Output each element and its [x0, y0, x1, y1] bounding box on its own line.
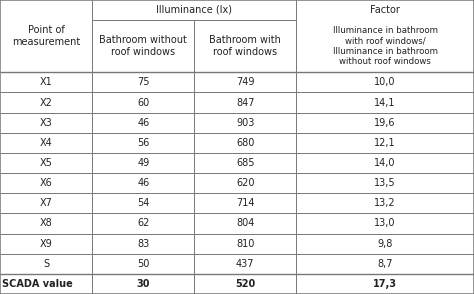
- Text: X1: X1: [40, 77, 53, 87]
- Text: X8: X8: [40, 218, 53, 228]
- Text: 685: 685: [236, 158, 255, 168]
- Text: X9: X9: [40, 239, 53, 249]
- Text: 714: 714: [236, 198, 255, 208]
- Text: 54: 54: [137, 198, 150, 208]
- Text: 14,0: 14,0: [374, 158, 396, 168]
- Text: X6: X6: [40, 178, 53, 188]
- Text: Point of
measurement: Point of measurement: [12, 25, 80, 47]
- Text: 9,8: 9,8: [377, 239, 393, 249]
- Text: 680: 680: [236, 138, 255, 148]
- Text: 437: 437: [236, 259, 255, 269]
- Text: 749: 749: [236, 77, 255, 87]
- Text: 13,0: 13,0: [374, 218, 396, 228]
- Text: 804: 804: [236, 218, 255, 228]
- Text: 49: 49: [137, 158, 149, 168]
- Text: Bathroom with
roof windows: Bathroom with roof windows: [210, 35, 281, 57]
- Text: 13,2: 13,2: [374, 198, 396, 208]
- Text: 8,7: 8,7: [377, 259, 393, 269]
- Text: 10,0: 10,0: [374, 77, 396, 87]
- Text: 12,1: 12,1: [374, 138, 396, 148]
- Text: 620: 620: [236, 178, 255, 188]
- Text: 17,3: 17,3: [373, 279, 397, 289]
- Text: Illuminance (lx): Illuminance (lx): [156, 5, 232, 15]
- Text: 46: 46: [137, 118, 149, 128]
- Text: Factor: Factor: [370, 5, 400, 15]
- Text: 19,6: 19,6: [374, 118, 396, 128]
- Text: X4: X4: [40, 138, 53, 148]
- Text: 30: 30: [137, 279, 150, 289]
- Text: 13,5: 13,5: [374, 178, 396, 188]
- Text: 903: 903: [236, 118, 255, 128]
- Text: 520: 520: [235, 279, 255, 289]
- Text: 56: 56: [137, 138, 150, 148]
- Text: 83: 83: [137, 239, 149, 249]
- Text: 75: 75: [137, 77, 150, 87]
- Text: 60: 60: [137, 98, 149, 108]
- Text: S: S: [43, 259, 49, 269]
- Text: 847: 847: [236, 98, 255, 108]
- Text: X2: X2: [40, 98, 53, 108]
- Text: X7: X7: [40, 198, 53, 208]
- Text: X5: X5: [40, 158, 53, 168]
- Text: 62: 62: [137, 218, 150, 228]
- Text: Bathroom without
roof windows: Bathroom without roof windows: [100, 35, 187, 57]
- Text: X3: X3: [40, 118, 53, 128]
- Text: SCADA value: SCADA value: [2, 279, 73, 289]
- Text: 810: 810: [236, 239, 255, 249]
- Text: 14,1: 14,1: [374, 98, 396, 108]
- Text: Illuminance in bathroom
with roof windows/
Illuminance in bathroom
without roof : Illuminance in bathroom with roof window…: [333, 26, 438, 66]
- Text: 50: 50: [137, 259, 150, 269]
- Text: 46: 46: [137, 178, 149, 188]
